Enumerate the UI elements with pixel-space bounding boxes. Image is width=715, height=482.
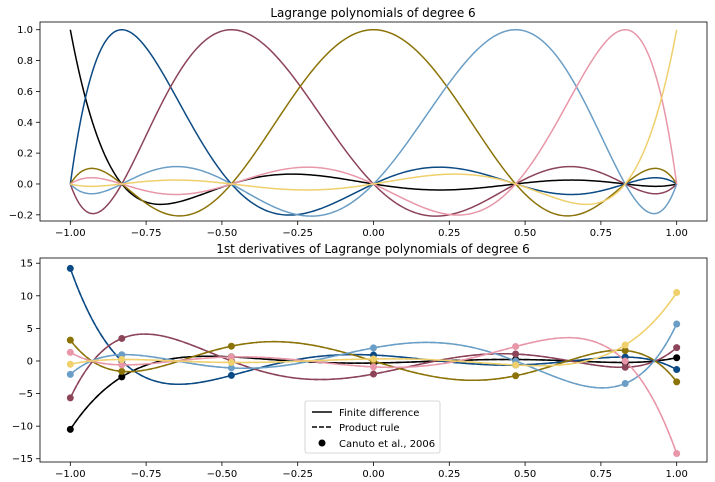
- bottom-marker-2-4: [512, 350, 520, 358]
- bottom-marker-1-2: [227, 371, 235, 379]
- bottom-marker-3-5: [621, 347, 629, 355]
- bottom-chart-x-ticks: −1.00 −0.75 −0.50 −0.25 0.00 0.25 0.50 0.75 1.00: [55, 462, 688, 480]
- top-chart: Lagrange polynomials of degree 6 −1.00 −0…: [9, 6, 708, 239]
- bottom-series-dashed-3: [69, 339, 678, 383]
- top-y-tick-label-3: 0.4: [17, 118, 33, 129]
- bottom-marker-3-2: [227, 342, 235, 350]
- top-chart-title: Lagrange polynomials of degree 6: [270, 6, 475, 20]
- top-y-tick-label-1: 0.0: [17, 179, 33, 190]
- bottom-y-tick-label-5: 10: [20, 291, 33, 302]
- bottom-series-dashed-1: [69, 268, 678, 386]
- top-chart-x-ticks: −1.00 −0.75 −0.50 −0.25 0.00 0.25 0.50 0.75 1.00: [55, 221, 688, 239]
- bottom-marker-5-2: [227, 353, 235, 361]
- top-series-line-5: [69, 28, 678, 216]
- bottom-marker-0-0: [66, 425, 74, 433]
- bottom-marker-2-3: [370, 370, 377, 378]
- bottom-series-dashed-6: [70, 292, 678, 367]
- top-series-line-3: [69, 28, 678, 217]
- top-x-tick-label-7: 0.75: [590, 228, 612, 239]
- bottom-marker-5-3: [370, 363, 377, 371]
- legend-label-finite-difference: Finite difference: [339, 408, 419, 419]
- top-x-tick-label-8: 1.00: [666, 228, 688, 239]
- bottom-chart-markers: [66, 264, 681, 458]
- bottom-marker-4-6: [673, 320, 681, 328]
- bottom-marker-3-0: [66, 336, 74, 344]
- legend-marker: [318, 439, 326, 447]
- top-series-line-2: [69, 28, 678, 217]
- bottom-series-dashed-4: [69, 323, 678, 389]
- legend-label-product-rule: Product rule: [339, 423, 400, 434]
- top-series-line-0: [69, 29, 677, 206]
- top-chart-y-ticks: −0.2 0.0 0.2 0.4 0.6 0.8 1.0: [9, 25, 40, 221]
- bottom-marker-4-2: [227, 364, 235, 372]
- top-x-tick-label-4: 0.00: [362, 228, 384, 239]
- bottom-chart-y-ticks: −15 −10 −5 0 5 10 15: [12, 259, 40, 465]
- bottom-x-tick-label-3: −0.25: [282, 469, 313, 480]
- bottom-marker-0-6: [673, 354, 681, 362]
- bottom-marker-6-1: [118, 356, 126, 363]
- bottom-marker-5-1: [118, 361, 126, 369]
- bottom-marker-4-0: [66, 370, 74, 378]
- bottom-x-tick-label-0: −1.00: [55, 469, 86, 480]
- top-x-tick-label-0: −1.00: [55, 228, 86, 239]
- bottom-marker-6-6: [673, 289, 681, 297]
- top-series-line-6: [70, 29, 678, 206]
- top-x-tick-label-2: −0.50: [207, 228, 238, 239]
- bottom-marker-2-5: [621, 363, 629, 371]
- bottom-marker-6-4: [512, 361, 520, 369]
- bottom-marker-4-1: [118, 351, 126, 359]
- bottom-marker-4-3: [370, 344, 377, 352]
- bottom-marker-1-0: [66, 264, 74, 272]
- top-chart-curves: [69, 28, 678, 217]
- top-y-tick-label-5: 0.8: [17, 56, 33, 67]
- bottom-marker-6-5: [621, 341, 629, 349]
- bottom-y-tick-label-1: −10: [12, 422, 33, 433]
- bottom-x-tick-label-6: 0.50: [514, 469, 536, 480]
- bottom-marker-5-4: [512, 343, 520, 351]
- top-x-tick-label-1: −0.75: [131, 228, 162, 239]
- top-chart-frame: [39, 21, 708, 222]
- bottom-marker-1-6: [673, 366, 681, 374]
- bottom-marker-5-5: [621, 357, 629, 365]
- bottom-x-tick-label-8: 1.00: [666, 469, 688, 480]
- top-y-tick-label-6: 1.0: [17, 25, 33, 36]
- legend-label-canuto: Canuto et al., 2006: [339, 439, 435, 450]
- bottom-marker-5-6: [673, 450, 681, 458]
- bottom-marker-2-0: [66, 394, 74, 402]
- top-y-tick-label-4: 0.6: [17, 87, 33, 98]
- bottom-x-tick-label-5: 0.25: [438, 469, 460, 480]
- top-series-line-1: [69, 28, 678, 216]
- top-y-tick-label-2: 0.2: [17, 149, 33, 160]
- bottom-marker-2-1: [118, 334, 126, 342]
- bottom-marker-5-0: [66, 348, 74, 356]
- bottom-x-tick-label-7: 0.75: [590, 469, 612, 480]
- bottom-marker-3-4: [512, 372, 520, 380]
- bottom-y-tick-label-2: −5: [18, 389, 33, 400]
- top-x-tick-label-6: 0.50: [514, 228, 536, 239]
- bottom-x-tick-label-4: 0.00: [362, 469, 384, 480]
- bottom-y-tick-label-4: 5: [27, 324, 33, 335]
- legend: Finite difference Product rule Canuto et…: [304, 400, 441, 454]
- bottom-marker-6-0: [66, 360, 74, 368]
- bottom-x-tick-label-2: −0.50: [207, 469, 238, 480]
- bottom-y-tick-label-6: 15: [20, 259, 33, 270]
- bottom-chart-title: 1st derivatives of Lagrange polynomials …: [216, 242, 529, 256]
- bottom-marker-0-1: [118, 373, 126, 381]
- bottom-chart: 1st derivatives of Lagrange polynomials …: [12, 242, 708, 480]
- bottom-x-tick-label-1: −0.75: [131, 469, 162, 480]
- bottom-marker-2-6: [673, 344, 681, 352]
- top-x-tick-label-3: −0.25: [282, 228, 313, 239]
- bottom-y-tick-label-0: −15: [12, 454, 33, 465]
- bottom-y-tick-label-3: 0: [27, 356, 33, 367]
- bottom-marker-6-2: [227, 358, 235, 366]
- bottom-marker-4-5: [621, 380, 629, 387]
- legend-box: [304, 400, 441, 454]
- top-y-tick-label-0: −0.2: [9, 210, 33, 221]
- bottom-marker-6-3: [370, 355, 377, 363]
- top-series-line-4: [69, 28, 678, 217]
- bottom-marker-3-1: [118, 367, 126, 375]
- top-x-tick-label-5: 0.25: [438, 228, 460, 239]
- bottom-marker-3-6: [673, 378, 681, 386]
